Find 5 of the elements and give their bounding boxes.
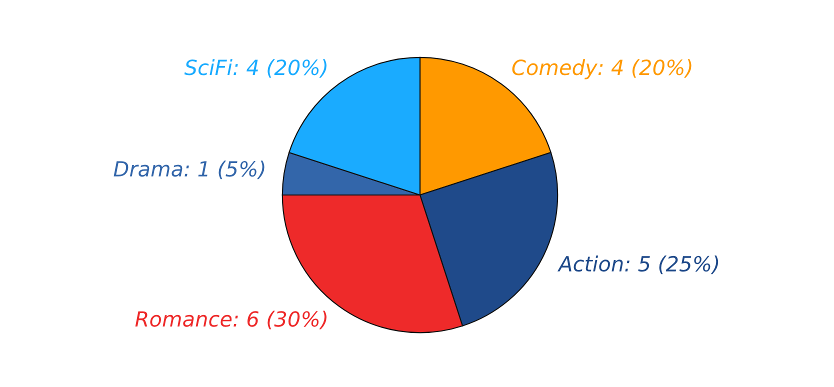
slice-label: SciFi: 4 (20%) (184, 59, 326, 78)
slice-label: Comedy: 4 (20%) (512, 59, 692, 80)
slice-label: Action: 5 (25%) (557, 256, 718, 274)
slice-label: Drama: 1 (5%) (114, 160, 264, 180)
slice-label: Romance: 6 (30%) (135, 310, 326, 330)
